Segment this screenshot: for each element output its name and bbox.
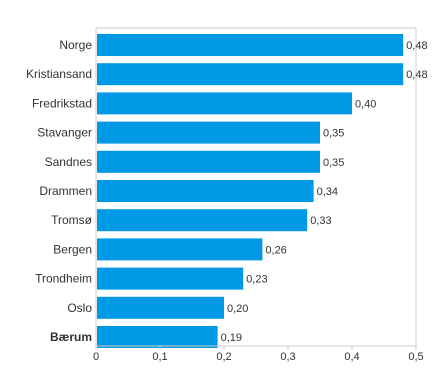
x-tick-label: 0,1 bbox=[152, 351, 167, 363]
value-label: 0,34 bbox=[317, 186, 338, 198]
bar[interactable] bbox=[97, 180, 314, 202]
bar[interactable] bbox=[97, 150, 320, 173]
value-label: 0,48 bbox=[406, 69, 427, 81]
category-labels: Norge Kristiansand Fredrikstad Stavanger San… bbox=[26, 38, 93, 344]
value-label: 0,48 bbox=[406, 40, 427, 52]
x-tick-label: 0,5 bbox=[408, 351, 423, 363]
bar[interactable] bbox=[97, 121, 320, 144]
value-label: 0,33 bbox=[310, 215, 331, 227]
x-axis: 0 0,1 0,2 0,3 0,4 0,5 bbox=[93, 345, 424, 363]
value-label: 0,35 bbox=[323, 157, 344, 169]
x-tick-label: 0,4 bbox=[344, 351, 359, 363]
value-label: 0,23 bbox=[246, 274, 267, 286]
category-label: Trondheim bbox=[35, 272, 92, 286]
value-label: 0,19 bbox=[221, 332, 242, 344]
x-tick-label: 0,3 bbox=[280, 351, 295, 363]
category-label: Norge bbox=[59, 38, 92, 52]
value-label: 0,20 bbox=[227, 303, 248, 315]
category-label: Drammen bbox=[39, 184, 92, 198]
value-label: 0,40 bbox=[355, 98, 376, 110]
value-labels: 0,48 0,48 0,40 0,35 0,35 0,34 0,33 0,26 0,23 0,20… bbox=[221, 40, 428, 344]
category-label: Kristiansand bbox=[26, 67, 92, 81]
bar[interactable] bbox=[97, 296, 224, 319]
bar[interactable] bbox=[97, 209, 308, 232]
category-label: Fredrikstad bbox=[32, 96, 92, 110]
x-tick-label: 0,2 bbox=[216, 351, 231, 363]
category-label: Tromsø bbox=[51, 213, 93, 227]
x-tick-label: 0 bbox=[93, 351, 99, 363]
bar[interactable] bbox=[97, 326, 218, 348]
category-label: Bærum bbox=[50, 330, 92, 344]
bar[interactable] bbox=[97, 63, 404, 86]
bar[interactable] bbox=[97, 92, 352, 115]
category-label: Bergen bbox=[53, 242, 92, 256]
category-label: Sandnes bbox=[45, 155, 92, 169]
bar[interactable] bbox=[97, 267, 244, 290]
bar[interactable] bbox=[97, 238, 263, 261]
category-label: Oslo bbox=[67, 301, 92, 315]
value-label: 0,35 bbox=[323, 128, 344, 140]
value-label: 0,26 bbox=[265, 244, 286, 256]
bars-layer bbox=[97, 34, 404, 348]
category-label: Stavanger bbox=[37, 126, 92, 140]
bar[interactable] bbox=[97, 34, 404, 56]
